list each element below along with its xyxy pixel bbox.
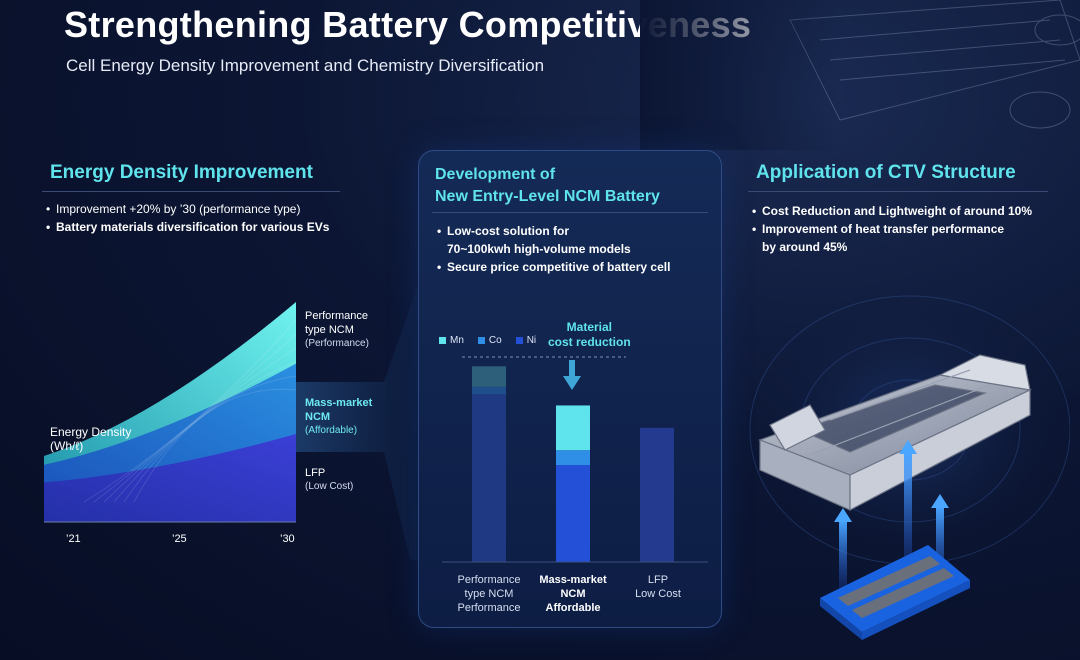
legend-item-ni: Ni bbox=[515, 335, 537, 346]
center-bullet-1-line1: Low-cost solution for bbox=[447, 224, 569, 238]
callout-line1: Material bbox=[566, 320, 613, 334]
legend-swatch-co bbox=[477, 337, 485, 344]
left-section-title: Energy Density Improvement bbox=[50, 162, 313, 183]
left-bullet-2: Battery materials diversification for va… bbox=[46, 218, 329, 236]
material-cost-bar-chart bbox=[442, 356, 708, 563]
cat-mass-line1: Mass-market bbox=[539, 574, 607, 586]
area-texture-line bbox=[103, 347, 297, 503]
y-axis-label-line2: (Wh/ℓ) bbox=[50, 439, 84, 453]
battery-pack-icon bbox=[820, 545, 970, 640]
bar-segment-mn-0 bbox=[472, 366, 506, 387]
connector-band bbox=[296, 280, 420, 560]
bar-category-mass-market: Mass-market NCM Affordable bbox=[528, 573, 618, 615]
bar-segment-ni-1 bbox=[556, 465, 590, 562]
right-bullet-1-line1: Cost Reduction and Lightweight of around… bbox=[762, 204, 1032, 218]
stack-legend: Mn Co Ni bbox=[439, 335, 536, 346]
down-arrow-icon bbox=[563, 360, 581, 390]
bar-segment-mn-1 bbox=[556, 405, 590, 451]
page-subtitle: Cell Energy Density Improvement and Chem… bbox=[66, 56, 545, 75]
series-label-mass-line2: NCM bbox=[305, 411, 331, 423]
center-bullet-2-line1: Secure price competitive of battery cell bbox=[447, 260, 671, 274]
bar-segment-lfp-2 bbox=[640, 427, 674, 562]
heat-transfer-arrows bbox=[834, 440, 949, 590]
energy-density-chart bbox=[44, 280, 420, 560]
right-bullet-2: Improvement of heat transfer performance… bbox=[752, 220, 1032, 256]
area-texture-line bbox=[93, 333, 297, 503]
cat-lfp-line1: LFP bbox=[647, 574, 669, 586]
center-title-line2: New Entry-Level NCM Battery bbox=[435, 188, 660, 205]
y-axis-label: Energy Density (Wh/ℓ) bbox=[50, 425, 131, 453]
series-label-performance-sub: (Performance) bbox=[305, 338, 369, 349]
series-label-performance-line1: Performance bbox=[305, 310, 368, 322]
x-tick-2025: ’25 bbox=[172, 533, 187, 545]
x-tick-2021: ’21 bbox=[66, 533, 81, 545]
area-texture-line bbox=[133, 388, 297, 503]
material-cost-callout: Material cost reduction bbox=[548, 320, 631, 350]
legend-swatch-ni bbox=[515, 337, 523, 344]
legend-swatch-mn bbox=[439, 337, 446, 344]
right-bullet-2-line1: Improvement of heat transfer performance bbox=[762, 222, 1005, 236]
cat-performance-line3: Performance bbox=[457, 602, 521, 614]
center-bullet-1-line2: 70~100kwh high-volume models bbox=[447, 242, 631, 256]
right-bullet-2-line2: by around 45% bbox=[762, 240, 848, 254]
left-title-divider bbox=[42, 191, 340, 192]
callout-line2: cost reduction bbox=[548, 335, 631, 349]
center-title-line1: Development of bbox=[435, 166, 556, 183]
right-bullet-1: Cost Reduction and Lightweight of around… bbox=[752, 202, 1032, 220]
right-section-title: Application of CTV Structure bbox=[756, 162, 1016, 183]
series-label-mass-line1: Mass-market bbox=[305, 397, 373, 409]
center-title-divider bbox=[432, 212, 708, 213]
left-bullet-list: Improvement +20% by ’30 (performance typ… bbox=[46, 200, 329, 236]
series-label-performance-line2: type NCM bbox=[305, 324, 354, 336]
legend-label-mn: Mn bbox=[450, 335, 464, 346]
bar-segment-ni-0 bbox=[472, 394, 506, 562]
area-texture-line bbox=[113, 361, 297, 503]
background-chassis-image bbox=[640, 0, 1080, 150]
cat-performance-line1: Performance bbox=[457, 574, 521, 586]
legend-item-co: Co bbox=[477, 335, 502, 346]
x-tick-2030: ’30 bbox=[280, 533, 295, 545]
left-bullet-1: Improvement +20% by ’30 (performance typ… bbox=[46, 200, 329, 218]
legend-item-mn: Mn bbox=[439, 335, 464, 346]
center-bullet-1: Low-cost solution for 70~100kwh high-vol… bbox=[437, 222, 670, 258]
right-bullet-list: Cost Reduction and Lightweight of around… bbox=[752, 202, 1032, 256]
cat-performance-line2: type NCM bbox=[464, 588, 514, 600]
series-label-lfp-sub: (Low Cost) bbox=[305, 481, 354, 492]
cat-mass-line2: NCM bbox=[560, 588, 586, 600]
legend-label-ni: Ni bbox=[526, 335, 537, 346]
series-label-lfp: LFP (Low Cost) bbox=[305, 466, 353, 494]
area-lfp bbox=[44, 434, 296, 522]
y-axis-label-line1: Energy Density bbox=[50, 425, 132, 439]
series-label-mass-market: Mass-market NCM (Affordable) bbox=[305, 396, 372, 438]
series-label-mass-sub: (Affordable) bbox=[305, 425, 358, 436]
bar-segment-co-1 bbox=[556, 450, 590, 466]
cat-lfp-line2: Low Cost bbox=[635, 588, 681, 600]
area-texture-line bbox=[83, 319, 297, 503]
page-title: Strengthening Battery Competitiveness bbox=[64, 4, 752, 45]
legend-label-co: Co bbox=[488, 335, 502, 346]
center-bullet-2: Secure price competitive of battery cell bbox=[437, 258, 670, 276]
center-section-title: Development of New Entry-Level NCM Batte… bbox=[435, 164, 660, 208]
ctv-structure-illustration bbox=[745, 290, 1070, 640]
cat-mass-line3: Affordable bbox=[545, 602, 601, 614]
right-title-divider bbox=[748, 191, 1048, 192]
series-label-lfp-line1: LFP bbox=[305, 467, 326, 479]
series-label-performance: Performance type NCM (Performance) bbox=[305, 309, 369, 351]
bar-category-lfp: LFP Low Cost bbox=[613, 573, 703, 601]
bar-category-performance: Performance type NCM Performance bbox=[444, 573, 534, 615]
vehicle-frame-icon bbox=[758, 354, 1032, 511]
bar-segment-co-0 bbox=[472, 386, 506, 395]
center-bullet-list: Low-cost solution for 70~100kwh high-vol… bbox=[437, 222, 670, 276]
area-texture-line bbox=[123, 375, 297, 503]
